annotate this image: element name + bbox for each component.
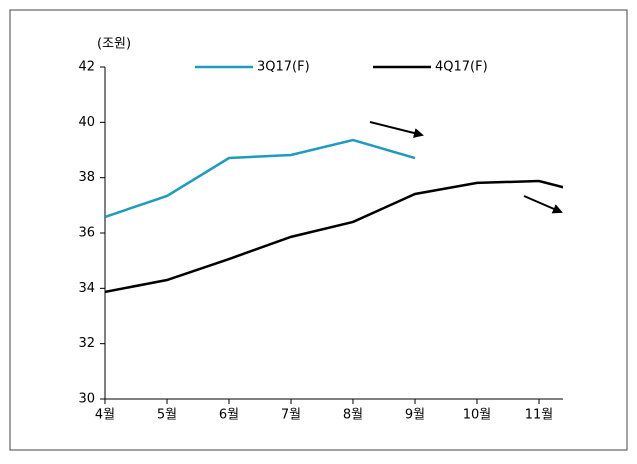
y-tick-label: 32 [78, 336, 95, 351]
series-line [105, 138, 416, 219]
x-tick-label: 9월 [405, 408, 425, 423]
series-line [105, 179, 563, 294]
arrow [523, 195, 563, 214]
legend-label: 3Q17(F) [257, 60, 310, 75]
y-tick-label: 30 [78, 392, 95, 407]
y-tick-label: 36 [78, 226, 95, 241]
frame [9, 9, 628, 451]
y-tick-label: 38 [78, 170, 95, 185]
arrow [369, 121, 424, 138]
y-tick-label: 34 [78, 281, 95, 296]
x-tick-label: 5월 [157, 408, 177, 423]
legend-label: 4Q17(F) [435, 60, 488, 75]
x-tick-label: 6월 [219, 408, 239, 423]
x-tick-label: 11월 [525, 408, 554, 423]
unit-label: (조원) [97, 37, 131, 52]
x-tick-label: 10월 [463, 408, 492, 423]
y-tick-label: 40 [78, 115, 95, 130]
x-tick-label: 4월 [95, 408, 115, 423]
x-tick-label: 8월 [343, 408, 363, 423]
x-tick-label: 7월 [281, 408, 301, 423]
y-tick-label: 42 [78, 60, 95, 75]
